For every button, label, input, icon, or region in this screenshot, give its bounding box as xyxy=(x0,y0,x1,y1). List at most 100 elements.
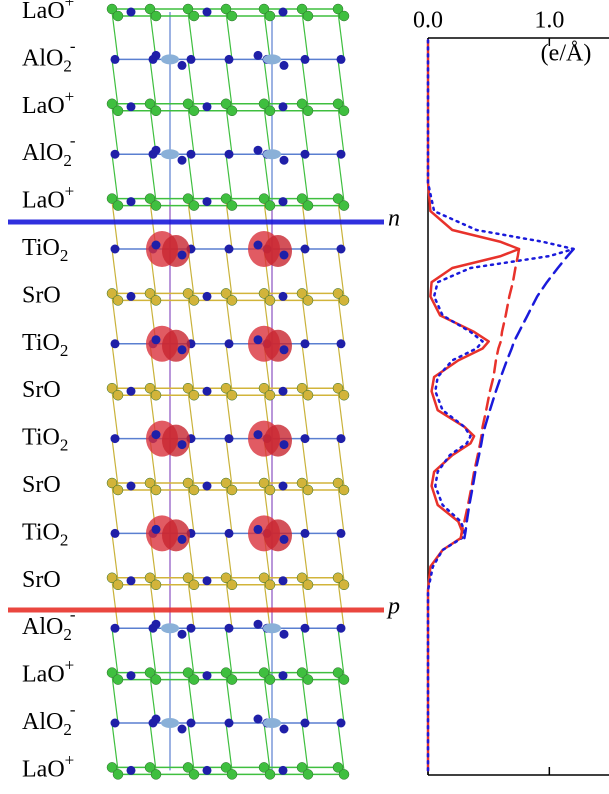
layer-label: TiO2 xyxy=(22,424,68,454)
atom xyxy=(106,762,118,773)
x-tick-label: 1.0 xyxy=(534,8,564,34)
lattice-line xyxy=(337,106,345,155)
atom xyxy=(144,3,156,15)
atom xyxy=(302,579,314,591)
atom xyxy=(202,576,212,586)
interface-label: p xyxy=(386,594,400,620)
atom xyxy=(144,667,156,678)
lattice-line xyxy=(187,580,195,629)
lattice-line xyxy=(225,391,233,439)
atom xyxy=(151,145,161,155)
lattice-line xyxy=(187,296,195,344)
layer-label-text: LaO xyxy=(22,92,65,118)
atom xyxy=(226,10,238,22)
lattice-line xyxy=(111,343,119,392)
lattice-line xyxy=(225,296,233,344)
atom xyxy=(151,619,161,629)
atom xyxy=(279,629,289,639)
atom xyxy=(253,619,263,629)
lattice-line xyxy=(225,533,233,581)
lattice-line xyxy=(337,154,345,202)
atom xyxy=(112,579,124,591)
atom xyxy=(302,484,314,496)
atom xyxy=(332,667,344,678)
atom xyxy=(182,382,194,394)
atom xyxy=(258,762,270,773)
layer-label-sup: + xyxy=(65,750,75,769)
atom xyxy=(279,60,289,70)
lattice-line xyxy=(225,106,233,155)
atom xyxy=(226,389,238,401)
atom xyxy=(186,623,196,633)
atom xyxy=(112,389,124,401)
charge-blob xyxy=(264,519,292,552)
atom xyxy=(202,102,212,112)
atom xyxy=(296,477,308,489)
lattice-line xyxy=(111,485,119,534)
lattice-line xyxy=(337,438,345,487)
atom xyxy=(220,288,232,299)
lattice-line xyxy=(111,533,119,581)
atom xyxy=(110,54,120,64)
atom xyxy=(264,200,276,211)
atom xyxy=(112,105,124,117)
lattice-line xyxy=(187,201,195,250)
atom xyxy=(338,484,350,496)
lattice-line xyxy=(337,201,345,250)
charge-blob xyxy=(162,329,190,362)
atom xyxy=(278,765,288,775)
atom xyxy=(182,288,194,299)
lattice-line xyxy=(337,248,345,297)
lattice-line xyxy=(337,675,345,724)
lattice-line xyxy=(225,11,233,60)
layer-label: AlO2- xyxy=(22,605,76,644)
atom xyxy=(110,149,120,159)
atom xyxy=(258,667,270,678)
atom xyxy=(177,345,187,355)
atom xyxy=(150,674,162,685)
atom xyxy=(300,54,310,64)
atom xyxy=(302,389,314,401)
lattice-line xyxy=(337,628,345,676)
atom xyxy=(224,623,234,633)
lattice-line xyxy=(337,11,345,60)
atom xyxy=(186,149,196,159)
lattice-line xyxy=(149,722,157,771)
atom xyxy=(106,98,118,110)
atom xyxy=(263,54,281,65)
atom xyxy=(151,50,161,60)
lattice-line xyxy=(337,343,345,392)
atom xyxy=(202,291,212,301)
lattice-line xyxy=(225,628,233,676)
layer-label-text: AlO xyxy=(22,614,63,640)
atom xyxy=(264,579,276,591)
atom xyxy=(300,718,310,728)
atom xyxy=(336,149,346,159)
layer-label: AlO2- xyxy=(22,131,76,170)
atom xyxy=(258,572,270,584)
atom xyxy=(220,667,232,678)
lattice-line xyxy=(187,11,195,60)
atom xyxy=(296,382,308,394)
atom xyxy=(126,481,136,491)
lattice-line xyxy=(187,154,195,202)
atom xyxy=(144,572,156,584)
layer-label: SrO xyxy=(22,472,61,498)
atom xyxy=(150,389,162,401)
atom xyxy=(182,98,194,110)
atom xyxy=(279,534,289,544)
lattice-line xyxy=(187,391,195,439)
atom xyxy=(112,200,124,211)
atom xyxy=(177,629,187,639)
atom xyxy=(110,528,120,538)
lattice-line xyxy=(301,438,309,487)
lattice-line xyxy=(301,201,309,250)
atom xyxy=(338,295,350,306)
lattice-line xyxy=(301,391,309,439)
lattice-line xyxy=(263,628,271,676)
lattice-line xyxy=(225,438,233,487)
lattice-line xyxy=(111,59,119,107)
atom xyxy=(300,528,310,538)
atom xyxy=(336,54,346,64)
atom xyxy=(336,244,346,254)
